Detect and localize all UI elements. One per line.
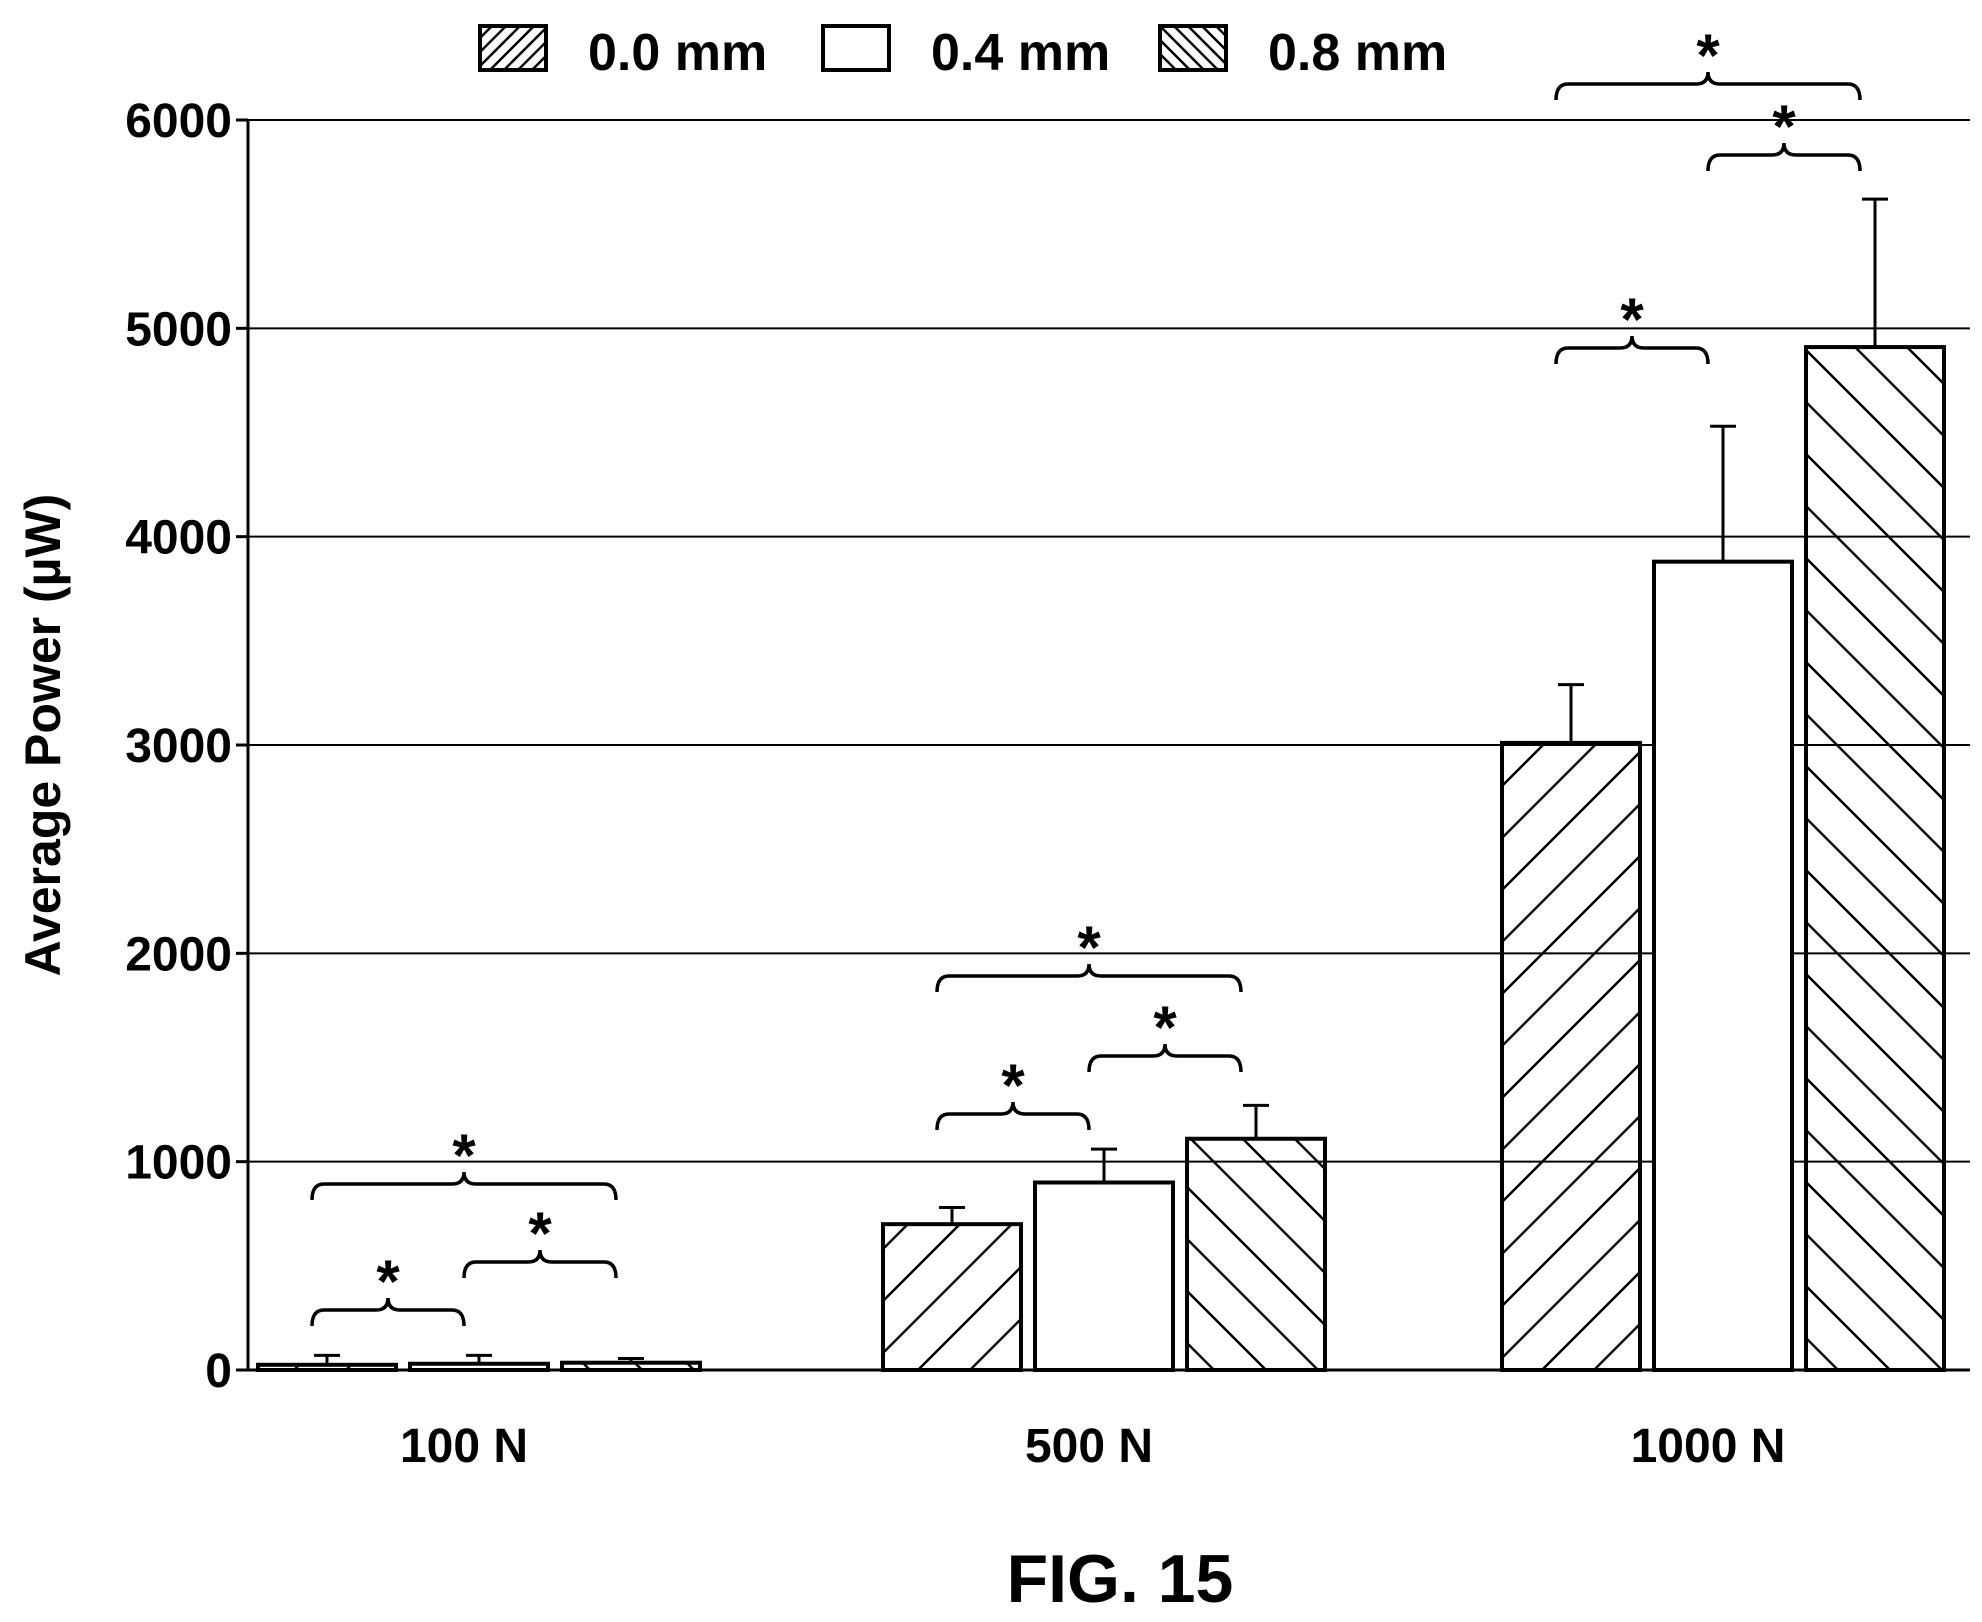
legend: 0.0 mm 0.4 mm 0.8 mm — [478, 24, 1447, 82]
y-axis-title: Average Power (µW) — [15, 494, 71, 977]
x-category-label: 500 N — [1025, 1420, 1153, 1473]
y-axis-ticks: 0 1000 2000 3000 4000 5000 6000 — [125, 95, 248, 1398]
y-tick-label: 5000 — [125, 303, 232, 356]
bar-0-4-mm-500N — [1033, 1180, 1175, 1372]
significance-star: * — [1153, 994, 1177, 1061]
bar-0-8-mm-1000N — [1804, 345, 1946, 1373]
bar-0-0-mm-1000N — [1500, 740, 1642, 1372]
significance-brace — [1554, 71, 1862, 101]
significance-brace — [310, 1297, 466, 1327]
significance-brace — [1706, 142, 1862, 172]
significance-brace — [310, 1171, 618, 1201]
bar-0-4-mm-1000N — [1652, 559, 1794, 1372]
bars — [256, 345, 1946, 1373]
significance-star: * — [1696, 22, 1720, 89]
bar-0-8-mm-500N — [1185, 1136, 1327, 1372]
significance-brackets: * * * * * * * * * — [310, 22, 1862, 1327]
significance-brace — [1087, 1043, 1243, 1073]
legend-swatch — [1158, 24, 1228, 72]
y-tick-label: 3000 — [125, 720, 232, 773]
y-tick-label: 1000 — [125, 1137, 232, 1190]
significance-brace — [1554, 335, 1710, 365]
significance-star: * — [376, 1248, 400, 1315]
legend-swatch — [478, 24, 548, 72]
significance-star: * — [1077, 914, 1101, 981]
significance-brace — [935, 963, 1243, 993]
x-axis-categories: 100 N 500 N 1000 N — [400, 1420, 1785, 1473]
x-category-label: 100 N — [400, 1420, 528, 1473]
significance-brace — [462, 1249, 618, 1279]
significance-brace — [935, 1101, 1091, 1131]
significance-star: * — [1620, 286, 1644, 353]
legend-label: 0.0 mm — [588, 24, 767, 82]
y-tick-label: 0 — [205, 1345, 232, 1398]
y-tick-label: 6000 — [125, 95, 232, 148]
y-tick-label: 4000 — [125, 512, 232, 565]
legend-label: 0.4 mm — [931, 24, 1110, 82]
significance-star: * — [1772, 93, 1796, 160]
significance-star: * — [1001, 1052, 1025, 1119]
legend-swatch — [821, 24, 891, 72]
x-category-label: 1000 N — [1631, 1420, 1786, 1473]
legend-label: 0.8 mm — [1268, 24, 1447, 82]
bar-0-0-mm-500N — [881, 1222, 1023, 1372]
significance-star: * — [528, 1200, 552, 1267]
significance-star: * — [452, 1122, 476, 1189]
error-bars — [314, 197, 1888, 1365]
y-tick-label: 2000 — [125, 928, 232, 981]
figure-label: FIG. 15 — [1007, 1541, 1234, 1617]
